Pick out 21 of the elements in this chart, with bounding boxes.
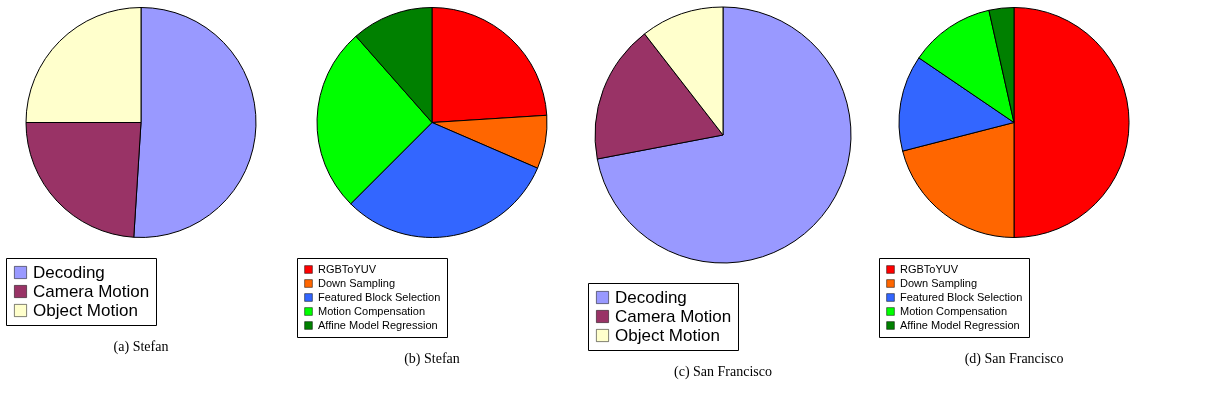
pie-slice — [596, 6, 852, 264]
legend-label: RGBToYUV — [318, 262, 377, 275]
legend-label: RGBToYUV — [900, 262, 959, 275]
legend-label: Object Motion — [615, 325, 720, 345]
legend-label: Decoding — [33, 262, 105, 282]
legend-label: Featured Block Selection — [318, 290, 441, 303]
legend-label: Down Sampling — [318, 276, 396, 289]
text: (c) San Francisco — [674, 363, 772, 380]
legend-label: Down Sampling — [900, 276, 978, 289]
legend-label: Motion Compensation — [900, 304, 1008, 317]
legend-label: Motion Compensation — [318, 304, 426, 317]
text: (b) Stefan — [404, 350, 460, 367]
text: (d) San Francisco — [964, 350, 1064, 367]
legend-label: Affine Model Regression — [900, 318, 1020, 331]
legend-label: Featured Block Selection — [900, 290, 1023, 303]
legend-label: Object Motion — [33, 300, 138, 320]
legend-label: Camera Motion — [33, 281, 150, 301]
text: (a) Stefan — [113, 338, 169, 355]
legend-label: Camera Motion — [615, 306, 732, 326]
legend-label: Decoding — [615, 287, 687, 307]
legend-label: Affine Model Regression — [318, 318, 438, 331]
